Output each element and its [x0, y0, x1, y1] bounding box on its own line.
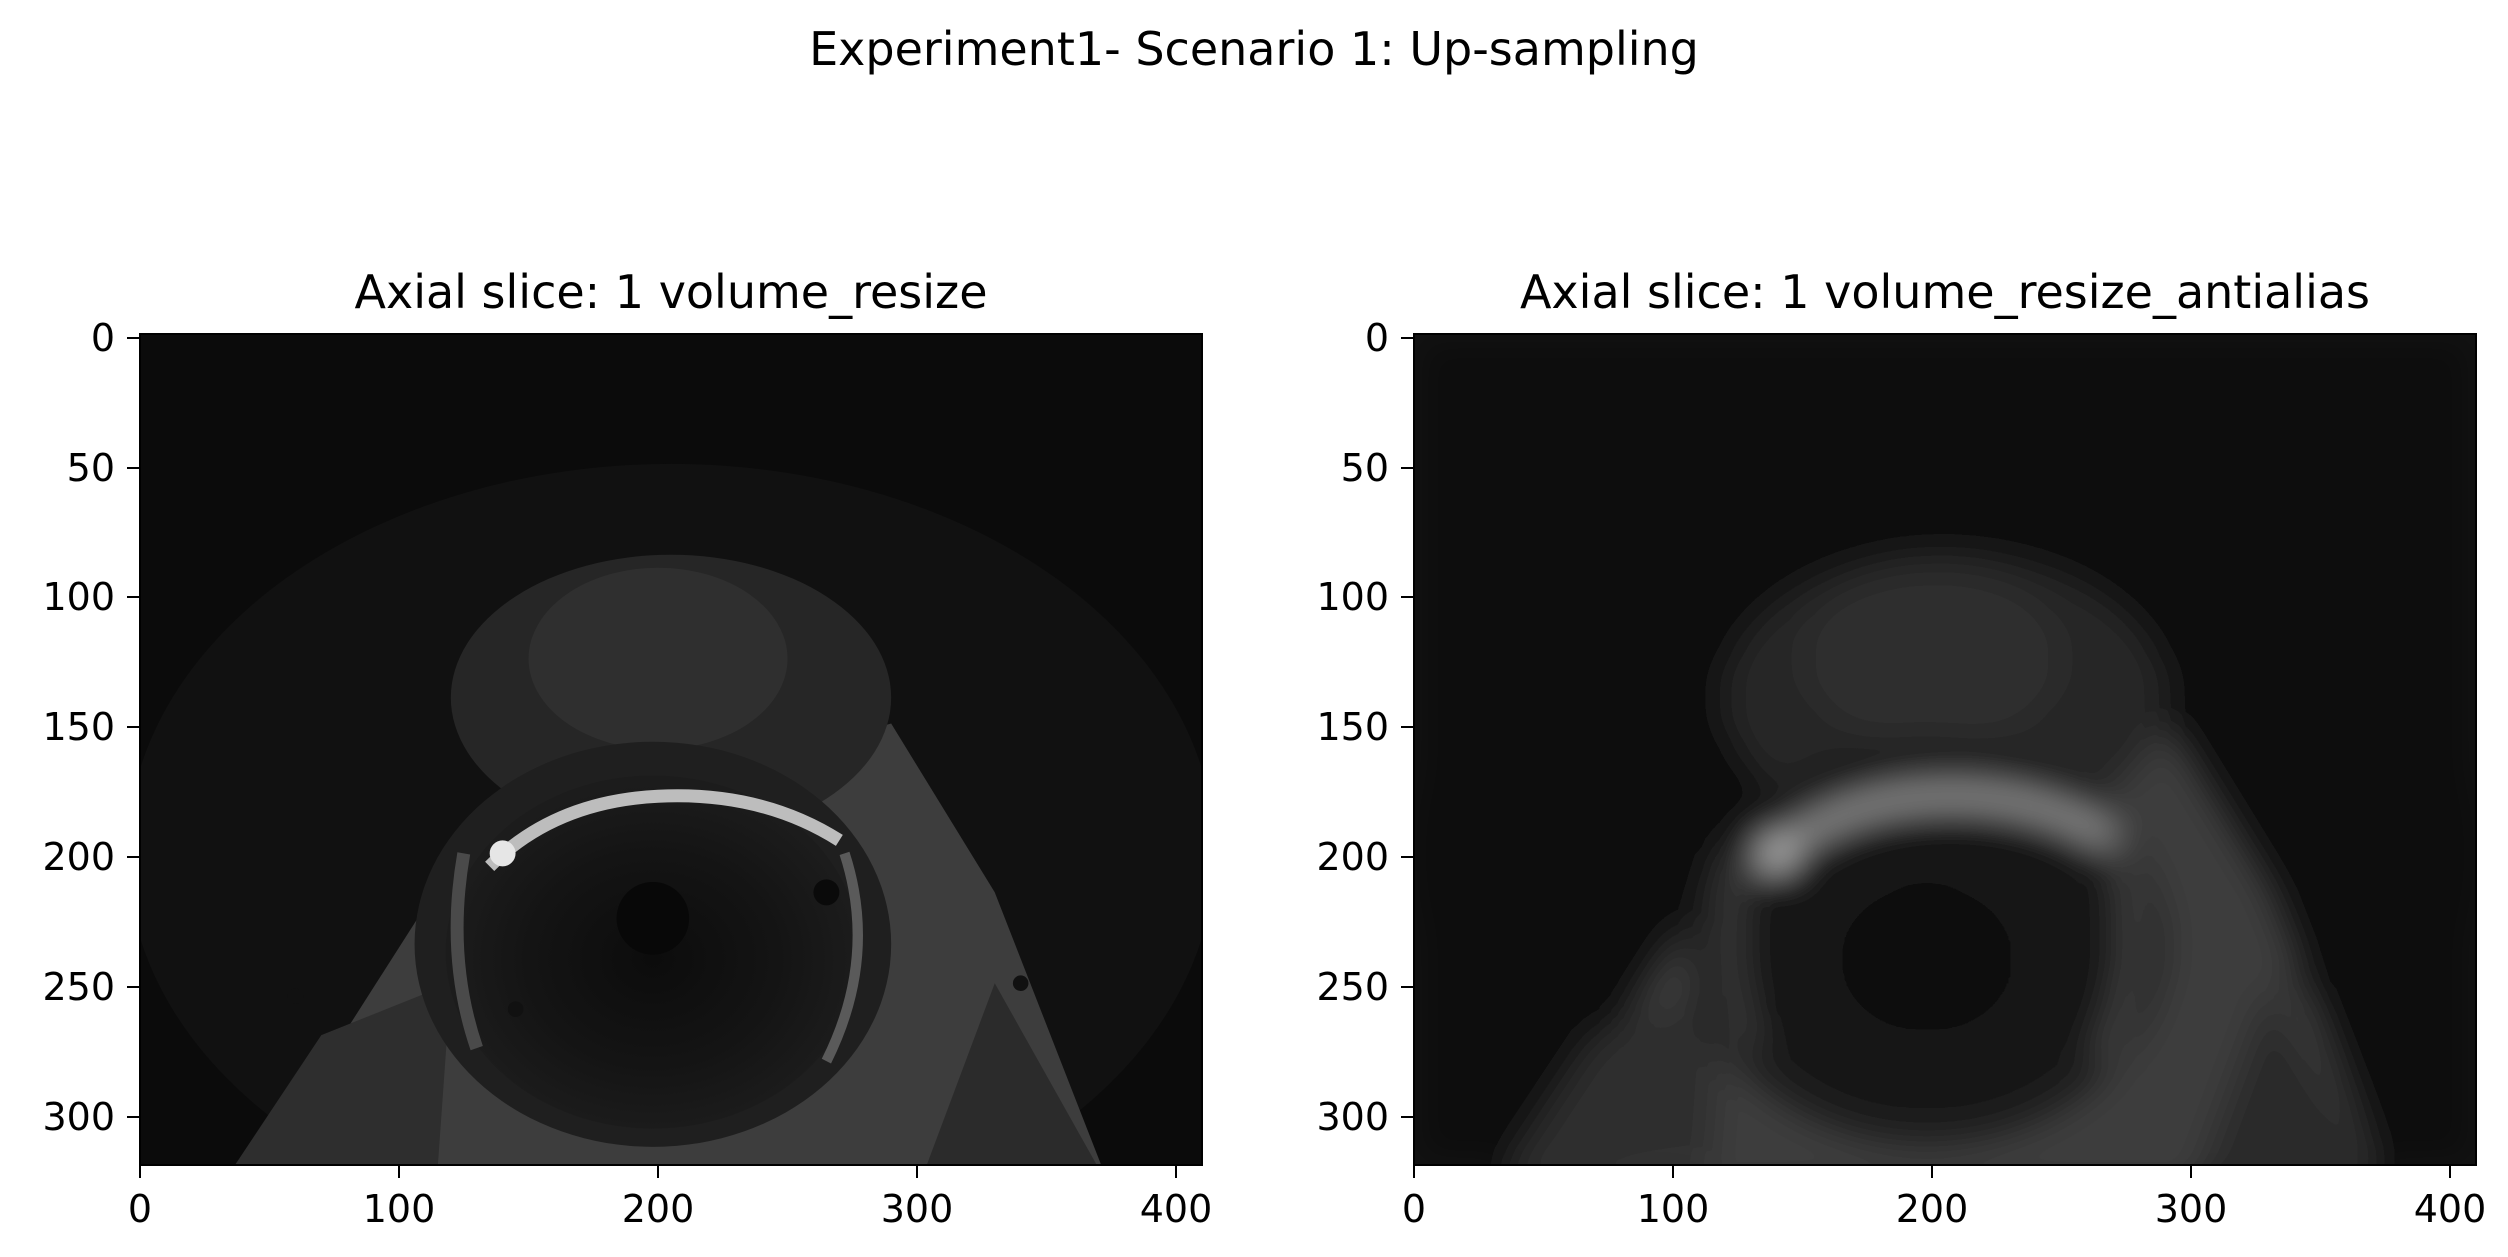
panel-left: Axial slice: 1 volume_resize 0 100 200 3…	[42, 265, 1214, 1243]
y-tick-label: 200	[42, 835, 115, 879]
x-tick-label: 0	[1402, 1187, 1426, 1231]
y-tick-label: 150	[42, 705, 115, 749]
x-tick-label: 100	[363, 1187, 436, 1231]
x-tick-label: 200	[1896, 1187, 1969, 1231]
x-tick-label: 300	[881, 1187, 954, 1231]
x-ticks-left: 0 100 200 300 400	[128, 1165, 1212, 1231]
x-tick-label: 400	[2414, 1187, 2487, 1231]
y-tick-label: 300	[42, 1095, 115, 1139]
y-tick-label: 50	[67, 446, 115, 490]
y-ticks-left: 0 50 100 150 200 250 300	[42, 316, 140, 1139]
mri-image-blurred	[1401, 334, 2489, 1243]
y-tick-label: 0	[1365, 316, 1389, 360]
mri-image-sharp	[127, 334, 1215, 1243]
panel-right-title: Axial slice: 1 volume_resize_antialias	[1520, 265, 2370, 319]
x-tick-label: 100	[1637, 1187, 1710, 1231]
y-tick-label: 250	[42, 965, 115, 1009]
y-tick-label: 50	[1341, 446, 1389, 490]
y-tick-label: 250	[1316, 965, 1389, 1009]
y-tick-label: 200	[1316, 835, 1389, 879]
y-tick-label: 300	[1316, 1095, 1389, 1139]
y-tick-label: 0	[91, 316, 115, 360]
x-tick-label: 0	[128, 1187, 152, 1231]
y-ticks-right: 0 50 100 150 200 250 300	[1316, 316, 1414, 1139]
x-ticks-right: 0 100 200 300 400	[1402, 1165, 2486, 1231]
y-tick-label: 100	[42, 575, 115, 619]
x-tick-label: 300	[2155, 1187, 2228, 1231]
x-tick-label: 200	[622, 1187, 695, 1231]
panel-left-title: Axial slice: 1 volume_resize	[355, 265, 988, 319]
axes-frame-left	[140, 334, 1202, 1165]
y-tick-label: 100	[1316, 575, 1389, 619]
y-tick-label: 150	[1316, 705, 1389, 749]
x-tick-label: 400	[1140, 1187, 1213, 1231]
figure-title: Experiment1- Scenario 1: Up-sampling	[0, 22, 2508, 76]
panel-right: Axial slice: 1 volume_resize_antialias 0…	[1316, 265, 2488, 1243]
axes-frame-right	[1414, 334, 2476, 1165]
